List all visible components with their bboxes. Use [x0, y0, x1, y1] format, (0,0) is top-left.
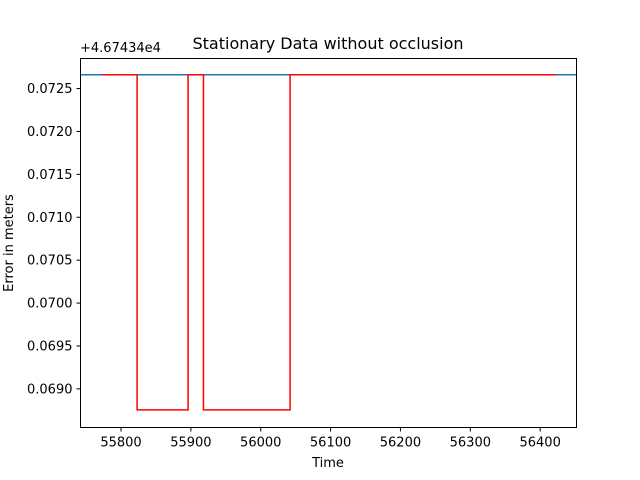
y-offset-label: +4.67434e4: [80, 41, 161, 56]
x-tick-label: 56100: [310, 436, 351, 451]
y-tick-label: 0.0705: [27, 254, 73, 269]
x-tick-label: 56300: [450, 436, 491, 451]
plot-frame: [80, 58, 577, 428]
y-tick-label: 0.0710: [27, 211, 73, 226]
x-tick-label: 56000: [240, 436, 281, 451]
y-tick-label: 0.0725: [27, 82, 73, 97]
x-axis-label: Time: [311, 456, 344, 471]
chart-title: Stationary Data without occlusion: [192, 34, 463, 53]
axis-ticks: 55800 55900 56000 56100 56200 56300 56400 0.069…: [27, 82, 561, 450]
plot-marks: [80, 74, 577, 411]
y-axis-label: Error in meters: [2, 194, 17, 292]
x-tick-label: 55800: [100, 436, 141, 451]
x-tick-label: 55900: [170, 436, 211, 451]
series-1-line: [102, 74, 556, 411]
y-tick-label: 0.0690: [27, 382, 73, 397]
x-tick-label: 56400: [519, 436, 560, 451]
y-tick-label: 0.0720: [27, 125, 73, 140]
y-tick-label: 0.0695: [27, 339, 73, 354]
x-tick-label: 56200: [380, 436, 421, 451]
y-tick-label: 0.0715: [27, 168, 73, 183]
y-tick-label: 0.0700: [27, 297, 73, 312]
